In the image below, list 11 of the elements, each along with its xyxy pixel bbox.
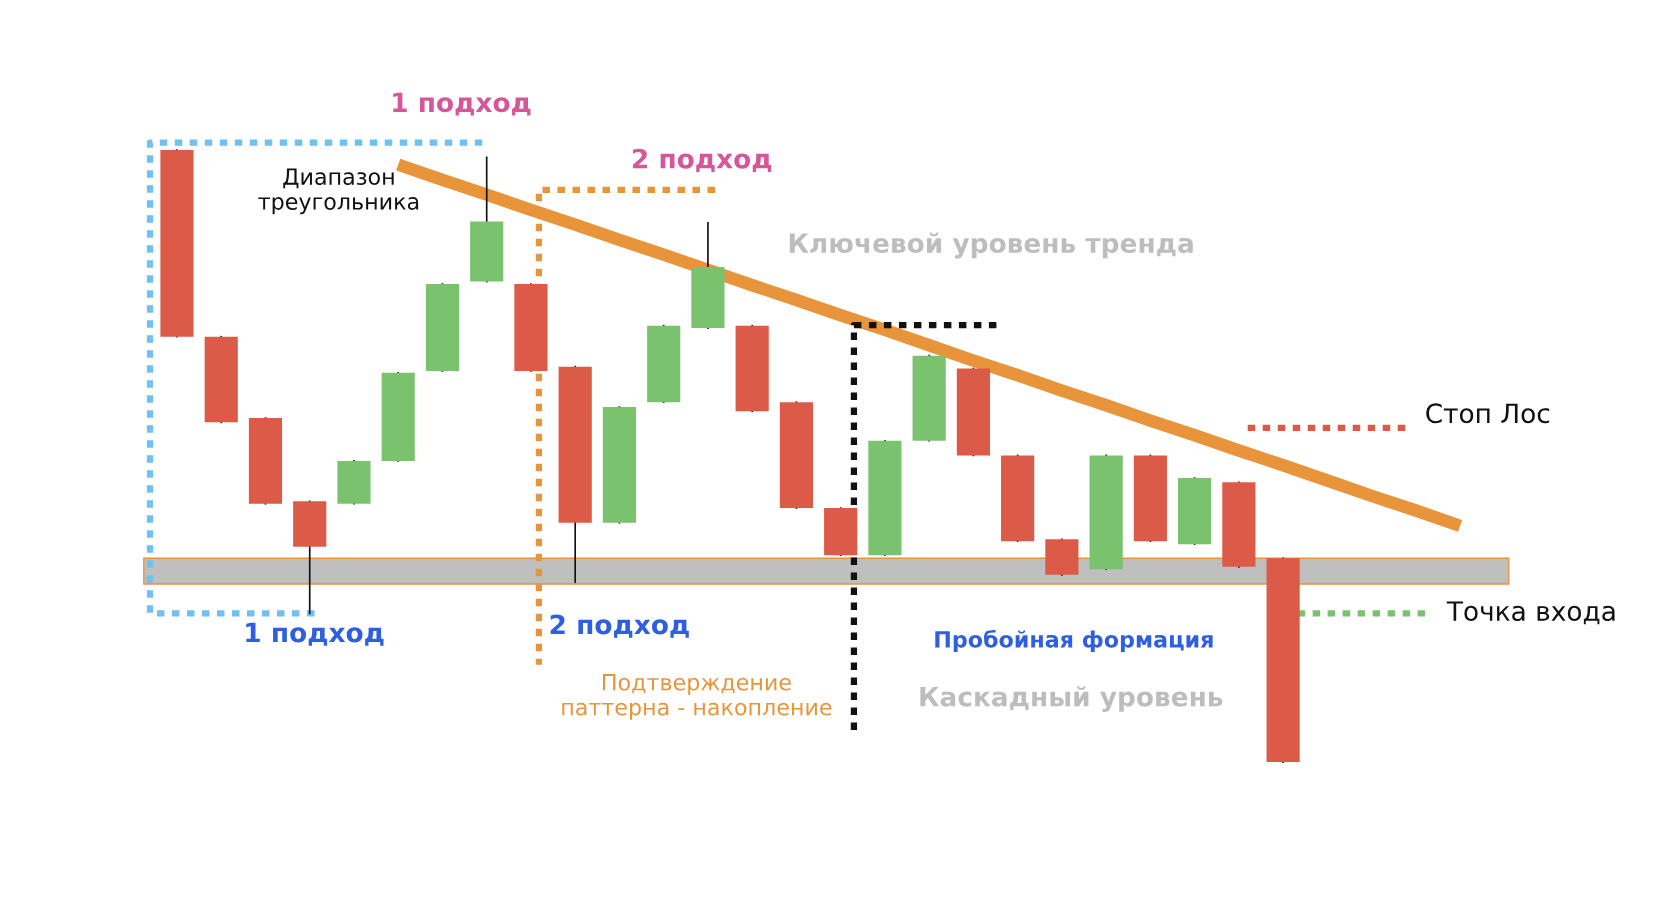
ref-line-label: Точка входа (1446, 601, 1615, 625)
annotation: Каскадный уровень (920, 686, 1223, 712)
annotation: 2 подход (632, 148, 772, 172)
annotation: 2 подход (550, 614, 689, 638)
annotation: Подтверждение паттерна - накопление (562, 674, 832, 720)
ref-line-label: Стоп Лос (1426, 403, 1550, 424)
annotation: Пробойная формация (935, 629, 1213, 653)
annotation: Ключевой уровень тренда (789, 232, 1193, 259)
text: 1 подход (393, 92, 531, 116)
annotation: Диапазон треугольника (258, 168, 419, 215)
annotation: 1 подход (246, 622, 384, 646)
